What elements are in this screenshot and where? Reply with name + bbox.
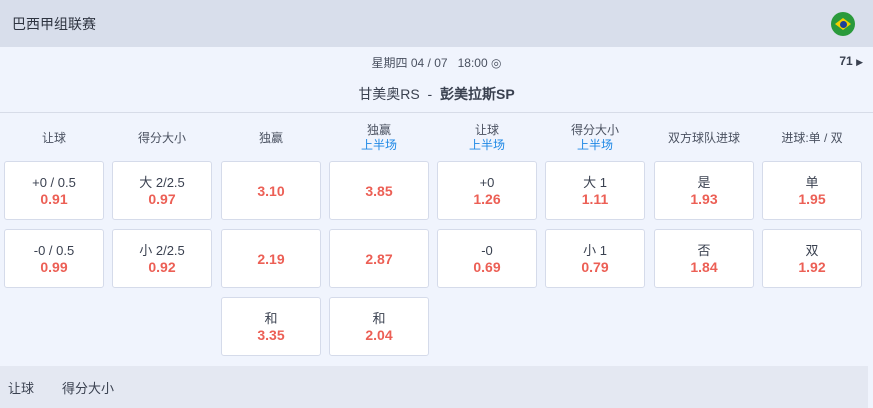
home-team: 甘美奥RS: [358, 86, 420, 102]
footer-tabs: 让球 得分大小: [0, 366, 868, 408]
odds-cell[interactable]: 双 1.92: [762, 229, 862, 288]
odds-cell[interactable]: 3.85: [329, 161, 429, 220]
odds-value: 3.35: [257, 326, 285, 343]
column-title: 得分大小: [137, 130, 186, 145]
column-header: 得分大小 上半场: [545, 118, 645, 158]
odds-value: 1.26: [473, 190, 501, 207]
column-subtitle: 上半场: [468, 138, 505, 152]
odds-value: 0.79: [581, 258, 609, 275]
column-header: 让球: [4, 118, 104, 158]
tab-over-under[interactable]: 得分大小: [62, 380, 115, 396]
league-title: 巴西甲组联赛: [12, 15, 96, 32]
odds-label: 小 2/2.5: [139, 242, 185, 258]
market-count: 71: [839, 54, 853, 68]
column-header: 进球:单 / 双: [762, 118, 862, 158]
odds-cell[interactable]: 小 2/2.5 0.92: [112, 229, 212, 288]
odds-label: -0 / 0.5: [33, 242, 75, 258]
tab-handicap[interactable]: 让球: [8, 380, 35, 396]
caret-right-icon: ▶: [856, 57, 863, 67]
column-title: 进球:单 / 双: [781, 130, 843, 145]
column-subtitle: 上半场: [360, 138, 397, 152]
odds-value: 0.69: [473, 258, 501, 275]
odds-value: 1.95: [798, 190, 826, 207]
odds-label: 双: [805, 242, 819, 258]
league-header[interactable]: 巴西甲组联赛: [0, 0, 873, 47]
column-title: 独赢: [366, 123, 391, 137]
odds-cell[interactable]: 2.87: [329, 229, 429, 288]
odds-cell[interactable]: -0 / 0.5 0.99: [4, 229, 104, 288]
column-title: 得分大小: [570, 123, 619, 137]
match-time: 18:00: [457, 56, 488, 70]
match-teams: 甘美奥RS - 彭美拉斯SP: [0, 84, 873, 104]
column-subtitle: 上半场: [576, 138, 613, 152]
odds-cell[interactable]: 3.10: [221, 161, 321, 220]
odds-label: 单: [805, 174, 819, 190]
away-team: 彭美拉斯SP: [440, 86, 515, 102]
odds-label: 和: [372, 310, 386, 326]
odds-cell[interactable]: 和 2.04: [329, 297, 429, 356]
odds-cell[interactable]: 大 1 1.11: [545, 161, 645, 220]
odds-value: 1.93: [690, 190, 718, 207]
column-title: 双方球队进球: [667, 130, 740, 145]
odds-cell[interactable]: 是 1.93: [654, 161, 754, 220]
odds-value: 2.19: [257, 250, 285, 267]
more-markets-button[interactable]: 71 ▶: [839, 54, 863, 68]
odds-value: 3.85: [365, 182, 393, 199]
odds-label: 和: [264, 310, 278, 326]
odds-value: 1.92: [798, 258, 826, 275]
odds-value: 0.91: [40, 190, 68, 207]
odds-label: -0: [481, 242, 493, 258]
column-title: 独赢: [258, 130, 283, 145]
odds-label: +0 / 0.5: [32, 174, 76, 190]
odds-value: 3.10: [257, 182, 285, 199]
odds-cell[interactable]: +0 1.26: [437, 161, 537, 220]
odds-cell[interactable]: +0 / 0.5 0.91: [4, 161, 104, 220]
match-date: 星期四 04 / 07: [371, 56, 448, 70]
odds-value: 2.87: [365, 250, 393, 267]
odds-cell[interactable]: 单 1.95: [762, 161, 862, 220]
odds-label: 大 1: [583, 174, 607, 190]
odds-cell[interactable]: -0 0.69: [437, 229, 537, 288]
odds-value: 1.11: [581, 190, 609, 207]
live-icon: ◎: [490, 56, 502, 70]
odds-label: 否: [697, 242, 711, 258]
divider: [0, 112, 873, 113]
column-header: 双方球队进球: [654, 118, 754, 158]
odds-value: 0.92: [148, 258, 176, 275]
match-datetime: 星期四 04 / 07 18:00 ◎: [0, 54, 873, 71]
odds-value: 1.84: [690, 258, 718, 275]
separator: -: [427, 86, 433, 102]
column-header: 得分大小: [112, 118, 212, 158]
column-header: 独赢: [221, 118, 321, 158]
odds-value: 0.97: [148, 190, 176, 207]
column-title: 让球: [474, 123, 499, 137]
brazil-flag-icon: [831, 12, 855, 36]
odds-cell[interactable]: 和 3.35: [221, 297, 321, 356]
odds-cell[interactable]: 否 1.84: [654, 229, 754, 288]
odds-label: 是: [697, 174, 711, 190]
odds-label: +0: [479, 174, 495, 190]
odds-cell[interactable]: 2.19: [221, 229, 321, 288]
column-title: 让球: [41, 130, 66, 145]
odds-label: 小 1: [583, 242, 607, 258]
odds-cell[interactable]: 大 2/2.5 0.97: [112, 161, 212, 220]
odds-value: 2.04: [365, 326, 393, 343]
odds-value: 0.99: [40, 258, 68, 275]
column-header: 让球 上半场: [437, 118, 537, 158]
column-header: 独赢 上半场: [329, 118, 429, 158]
odds-label: 大 2/2.5: [139, 174, 185, 190]
odds-cell[interactable]: 小 1 0.79: [545, 229, 645, 288]
